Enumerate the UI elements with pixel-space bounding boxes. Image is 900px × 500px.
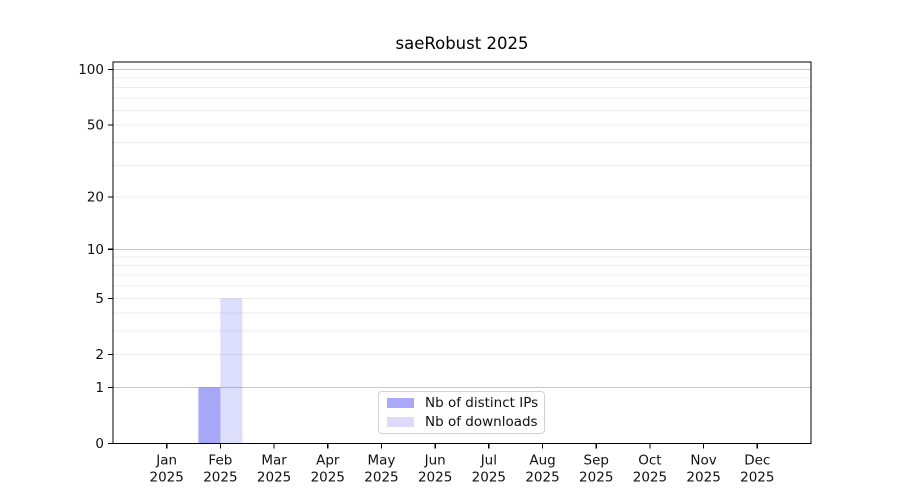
bar-downloads (220, 298, 243, 444)
legend: Nb of distinct IPs Nb of downloads (378, 391, 545, 434)
legend-swatch-distinct-ips (387, 398, 414, 408)
x-tick-label: Feb 2025 (203, 453, 237, 486)
legend-swatch-downloads (387, 417, 414, 427)
legend-label-distinct-ips: Nb of distinct IPs (425, 395, 539, 411)
y-tick-label: 50 (87, 117, 104, 133)
x-tick-label: Jun 2025 (418, 453, 452, 486)
x-tick-label: Sep 2025 (579, 453, 613, 486)
y-tick-label: 100 (78, 62, 104, 78)
x-tick-label: Jul 2025 (472, 453, 506, 486)
legend-item-distinct-ips: Nb of distinct IPs (387, 395, 544, 412)
chart-title: saeRobust 2025 (395, 34, 529, 53)
x-tick-label: Oct 2025 (633, 453, 667, 486)
y-tick-label: 1 (95, 380, 104, 396)
x-tick-label: Jan 2025 (150, 453, 184, 486)
x-tick-label: Aug 2025 (525, 453, 559, 486)
y-tick-label: 20 (87, 189, 104, 205)
x-tick-label: Apr 2025 (311, 453, 345, 486)
x-tick-label: Dec 2025 (740, 453, 774, 486)
y-tick-label: 5 (95, 291, 104, 307)
y-tick-label: 0 (95, 436, 104, 452)
bar-distinct-ips (198, 387, 221, 444)
y-tick-label: 2 (95, 347, 104, 363)
plot-border (112, 61, 812, 445)
y-tick-label: 10 (87, 242, 104, 258)
x-tick-label: Mar 2025 (257, 453, 291, 486)
x-tick-label: May 2025 (364, 453, 398, 486)
x-tick-label: Nov 2025 (686, 453, 720, 486)
legend-label-downloads: Nb of downloads (425, 414, 538, 430)
legend-item-downloads: Nb of downloads (387, 414, 544, 431)
